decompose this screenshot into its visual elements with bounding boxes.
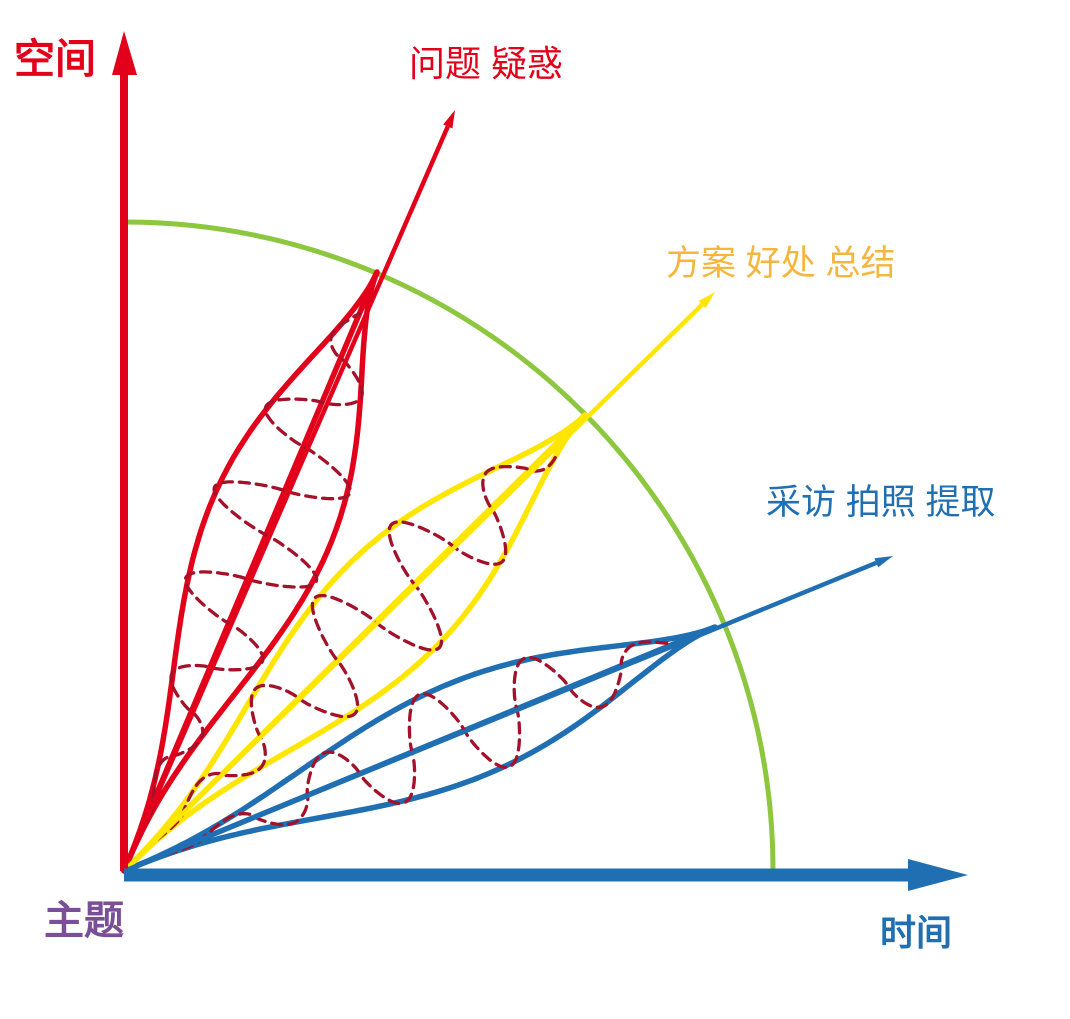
svg-text:主题: 主题 xyxy=(44,899,124,943)
svg-text:空间: 空间 xyxy=(14,36,96,82)
svg-text:方案 好处 总结: 方案 好处 总结 xyxy=(666,244,895,283)
svg-text:采访 拍照 提取: 采访 拍照 提取 xyxy=(766,483,995,522)
svg-text:时间: 时间 xyxy=(880,912,952,953)
svg-text:问题 疑惑: 问题 疑惑 xyxy=(409,43,563,84)
